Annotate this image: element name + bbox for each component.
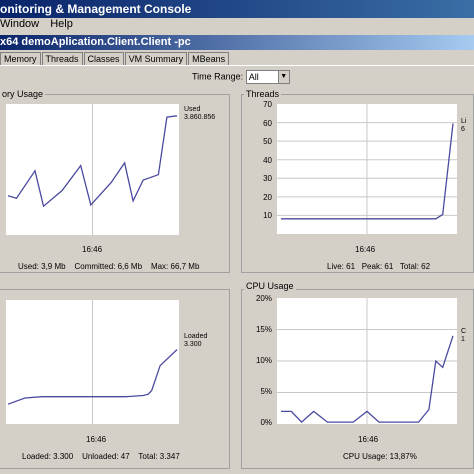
memory-used: Used: 3,9 Mb [18,262,66,271]
threads-total: Total: 62 [399,262,431,271]
threads-y-tick: 20 [263,192,272,202]
cpu-x-tick: 16:46 [358,435,379,444]
time-range-label: Time Range: [192,71,244,82]
menu-bar: Window Help [0,18,474,33]
classes-series-line [7,349,178,405]
classes-plot [6,300,179,424]
connection-titlebar: x64 demoAplication.Client.Client -pc [0,35,474,50]
threads-legend-name: Li [461,118,467,125]
classes-legend-name: Loaded [184,333,208,340]
time-range-value: All [248,72,259,82]
memory-committed: Committed: 6,6 Mb [74,262,143,271]
cpu-stats: CPU Usage: 13,87% [343,452,417,461]
cpu-plot [277,298,457,424]
tab-strip: Memory Threads Classes VM Summary MBeans [0,52,230,66]
memory-panel-title: ory Usage [0,89,46,99]
threads-legend-value: 6 [461,126,465,133]
tab-classes[interactable]: Classes [83,52,124,65]
classes-x-tick: 16:46 [86,435,107,444]
threads-x-tick: 16:46 [355,245,376,254]
threads-chart [277,104,457,234]
time-range-select[interactable]: All ▼ [245,70,290,84]
cpu-y-axis: 20% 15% 10% 5% 0% [250,294,272,449]
memory-panel [0,94,230,273]
cpu-y-tick: 20% [255,294,272,303]
classes-unloaded: Unloaded: 47 [82,452,130,461]
threads-y-tick: 60 [263,118,272,128]
classes-total: Total: 3.347 [138,452,180,461]
memory-chart [7,104,178,235]
tab-mbeans[interactable]: MBeans [188,52,230,65]
threads-y-tick: 70 [263,100,272,109]
overview-panel [0,65,474,474]
cpu-y-tick: 0% [260,418,272,427]
memory-max: Max: 66,7 Mb [150,262,200,271]
cpu-usage: CPU Usage: 13,87% [343,452,417,461]
classes-panel [0,289,230,469]
threads-plot [277,104,457,234]
window-title: onitoring & Management Console [0,2,192,16]
menu-window[interactable]: Window [0,18,40,30]
cpu-y-tick: 5% [260,387,272,396]
threads-y-tick: 10 [263,211,272,220]
classes-legend-value: 3.300 [184,341,202,348]
cpu-series-line [281,335,454,423]
tab-vm-summary[interactable]: VM Summary [124,52,188,65]
threads-y-tick: 50 [263,137,272,146]
memory-legend: Used 3.860.856 [184,106,215,122]
classes-chart [7,300,178,424]
classes-legend: Loaded 3.300 [184,333,207,349]
tab-memory[interactable]: Memory [0,52,41,65]
threads-peak: Peak: 61 [361,262,394,271]
menu-help[interactable]: Help [50,18,73,30]
cpu-legend-value: 1 [461,336,465,343]
threads-y-tick: 40 [263,155,272,165]
cpu-y-tick: 10% [255,356,272,365]
cpu-panel-title: CPU Usage [244,281,296,291]
threads-y-axis: 70 60 50 40 30 20 10 [254,100,272,230]
cpu-chart [277,298,457,424]
cpu-legend: C 1 [461,328,466,344]
classes-loaded: Loaded: 3.300 [22,452,74,461]
memory-x-tick: 16:46 [82,245,103,254]
memory-stats: Used: 3,9 Mb Committed: 6,6 Mb Max: 66,7… [18,262,199,271]
memory-legend-value: 3.860.856 [184,114,216,121]
cpu-y-tick: 15% [255,325,272,334]
dropdown-arrow-icon[interactable]: ▼ [277,71,289,83]
threads-live: Live: 61 [327,262,356,271]
window-titlebar: onitoring & Management Console [0,0,474,18]
memory-plot [6,104,179,235]
threads-stats: Live: 61 Peak: 61 Total: 62 [327,262,430,271]
threads-panel-title: Threads [244,89,282,99]
cpu-legend-name: C [461,328,467,335]
connection-title: x64 demoAplication.Client.Client -pc [0,36,191,48]
threads-series-line [281,123,454,220]
threads-y-tick: 30 [263,174,272,183]
time-range: Time Range: All ▼ [192,70,290,84]
memory-legend-name: Used [184,106,201,113]
memory-series-line [7,115,178,208]
threads-legend: Li 6 [461,118,466,134]
tab-threads[interactable]: Threads [41,52,83,65]
classes-stats: Loaded: 3.300 Unloaded: 47 Total: 3.347 [22,452,180,461]
